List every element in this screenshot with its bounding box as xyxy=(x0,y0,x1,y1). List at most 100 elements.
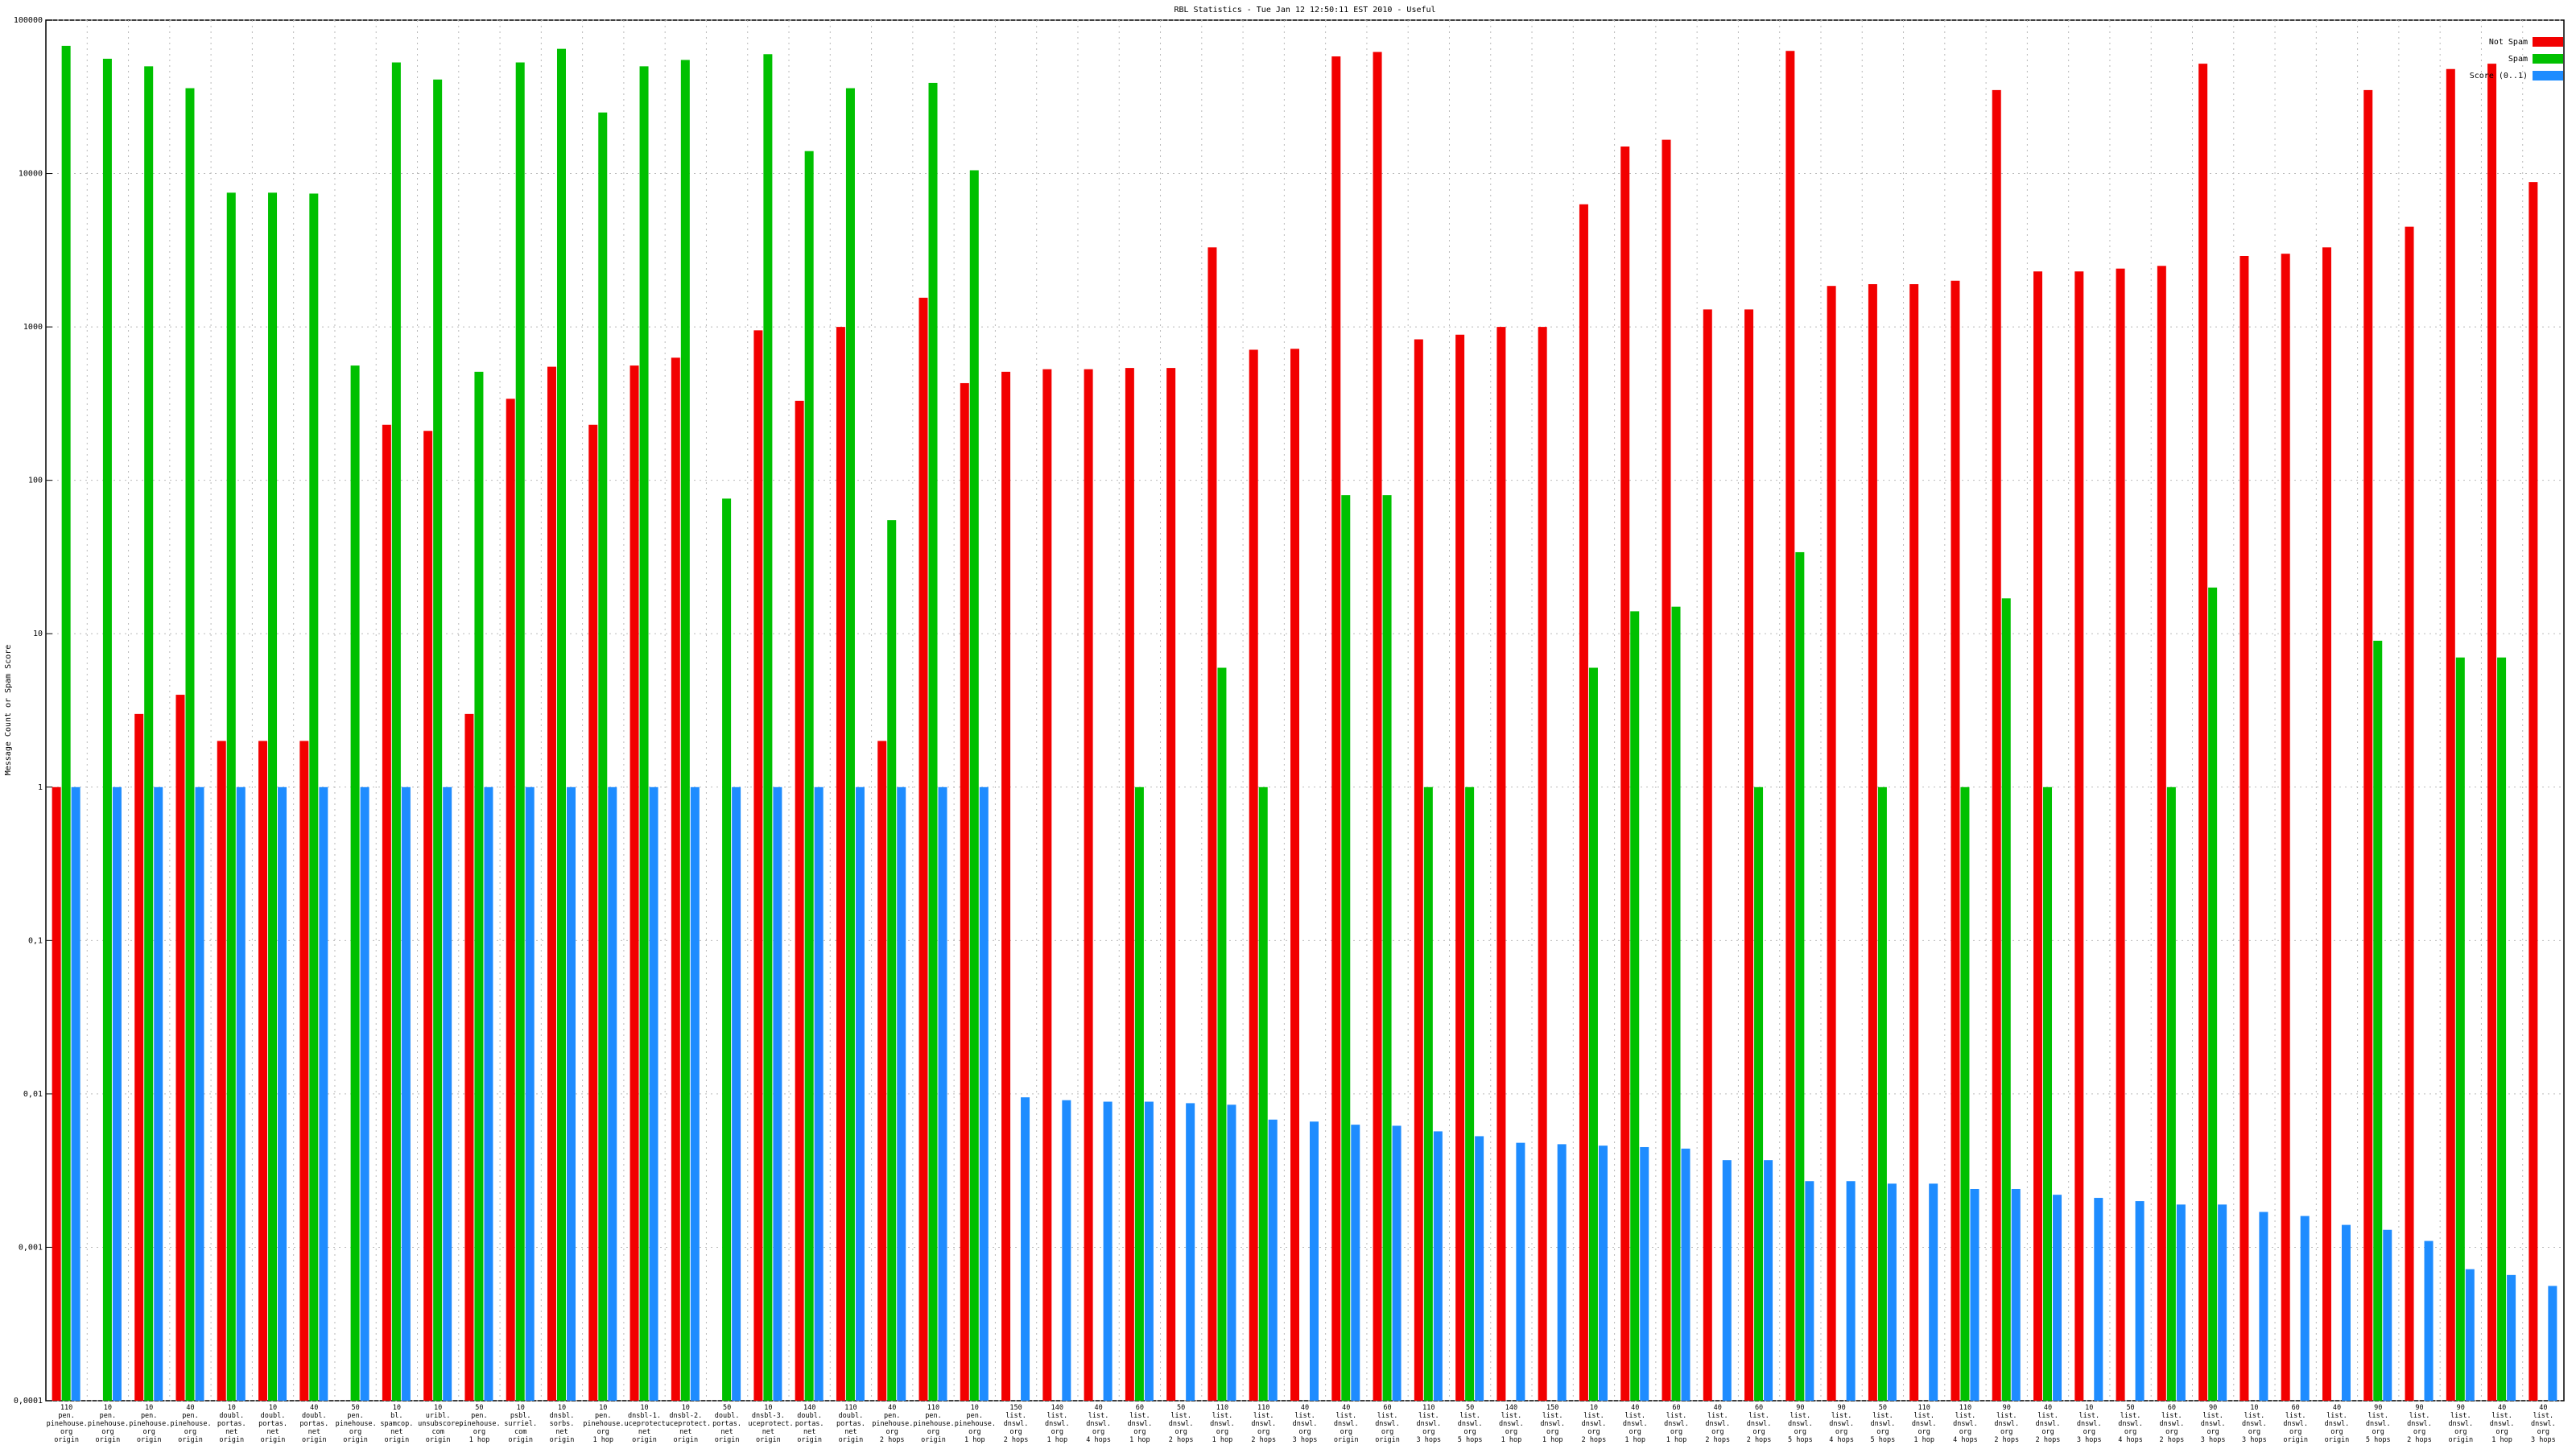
bar xyxy=(1373,52,1382,1401)
bar xyxy=(671,357,680,1401)
bar xyxy=(763,54,773,1401)
bar xyxy=(112,786,122,1401)
bar xyxy=(391,62,401,1401)
x-tick-label: 110 list. dnswl. org 1 hop xyxy=(1210,1404,1235,1444)
x-tick-label: 110 list. dnswl. org 2 hops xyxy=(1251,1404,1277,1444)
y-tick-label: 10000 xyxy=(19,170,43,179)
x-tick-label: 50 doubl. portas. net origin xyxy=(712,1404,741,1444)
bar xyxy=(753,330,763,1402)
x-tick-label: 110 pen. pinehouse. org origin xyxy=(913,1404,955,1444)
bar xyxy=(1951,280,1960,1401)
x-tick-label: 150 list. dnswl. org 1 hop xyxy=(1540,1404,1566,1444)
x-tick-label: 110 list. dnswl. org 4 hops xyxy=(1953,1404,1978,1444)
bar xyxy=(1341,495,1351,1401)
bar xyxy=(1620,147,1630,1402)
bar xyxy=(1258,786,1268,1401)
bar xyxy=(1579,204,1588,1401)
bar xyxy=(1423,786,1433,1401)
bar xyxy=(1042,369,1052,1402)
bar xyxy=(2218,1204,2227,1401)
bar xyxy=(877,741,887,1401)
bar xyxy=(1960,786,1970,1401)
bar xyxy=(319,786,328,1401)
bar xyxy=(1662,139,1671,1401)
bar xyxy=(1227,1104,1236,1401)
bar xyxy=(1681,1148,1690,1401)
x-tick-label: 90 list. dnswl. org 3 hops xyxy=(2200,1404,2226,1444)
bar xyxy=(1992,89,2001,1401)
bar xyxy=(1465,786,1475,1401)
bar xyxy=(919,297,928,1402)
bar xyxy=(515,62,525,1401)
bar xyxy=(2011,1188,2021,1401)
bar xyxy=(2157,266,2166,1401)
bar xyxy=(547,366,556,1402)
bar xyxy=(433,79,443,1402)
bar xyxy=(1588,667,1598,1401)
bar xyxy=(773,786,782,1401)
x-tick-label: 40 list. dnswl. org 3 hops xyxy=(1292,1404,1318,1444)
bar xyxy=(268,192,278,1402)
bar xyxy=(1722,1160,1732,1401)
bar xyxy=(598,112,608,1402)
x-tick-label: 140 list. dnswl. org 1 hop xyxy=(1044,1404,1070,1444)
x-tick-label: 110 doubl. portas. net origin xyxy=(836,1404,865,1444)
bar xyxy=(525,786,535,1401)
x-tick-label: 40 list. dnswl. org 2 hops xyxy=(1705,1404,1731,1444)
y-tick-label: 0,1 xyxy=(28,936,43,945)
bar xyxy=(1785,51,1795,1401)
x-tick-label: 40 list. dnswl. org origin xyxy=(1333,1404,1359,1444)
bar xyxy=(2033,271,2043,1401)
x-tick-label: 10 pen. pinehouse. org origin xyxy=(87,1404,130,1444)
bar xyxy=(1186,1103,1195,1401)
bar xyxy=(2176,1204,2186,1401)
bar xyxy=(795,400,804,1401)
bar xyxy=(236,786,246,1401)
bar xyxy=(1103,1101,1113,1401)
x-tick-label: 90 list. dnswl. org 2 hops xyxy=(1994,1404,2020,1444)
bar xyxy=(887,520,897,1401)
bar xyxy=(1877,786,1887,1401)
bar xyxy=(1805,1181,1814,1401)
bar xyxy=(423,431,433,1401)
bar xyxy=(217,741,226,1401)
bar xyxy=(630,365,639,1402)
bar xyxy=(309,193,319,1402)
y-tick-label: 100000 xyxy=(14,16,43,25)
x-tick-label: 40 list. dnswl. org 3 hops xyxy=(2531,1404,2556,1444)
bar xyxy=(1744,309,1754,1401)
bar xyxy=(1868,283,1877,1402)
bar xyxy=(2001,598,2011,1401)
legend-swatch xyxy=(2533,71,2563,80)
bar xyxy=(2497,657,2507,1401)
bar xyxy=(1217,667,1227,1401)
bar xyxy=(1310,1121,1319,1401)
bar xyxy=(690,786,700,1401)
x-tick-label: 10 uribl. unsubscore. com origin xyxy=(418,1404,464,1444)
x-tick-label: 50 list. dnswl. org 5 hops xyxy=(1457,1404,1483,1444)
x-tick-label: 60 list. dnswl. org 2 hops xyxy=(1746,1404,1772,1444)
bar xyxy=(2166,786,2176,1401)
bar xyxy=(938,786,947,1401)
bar xyxy=(556,48,566,1402)
bar xyxy=(2198,64,2208,1401)
bar xyxy=(1433,1131,1443,1401)
bar xyxy=(2259,1212,2268,1401)
y-tick-label: 0,01 xyxy=(23,1090,43,1099)
x-tick-label: 10 dnsbl-2. uceprotect. net origin xyxy=(665,1404,712,1444)
x-tick-label: 40 list. dnswl. org 1 hop xyxy=(2489,1404,2515,1444)
bar xyxy=(2487,64,2497,1401)
bar xyxy=(484,786,493,1401)
bar xyxy=(2053,1195,2062,1401)
x-tick-label: 10 pen. pinehouse. org 1 hop xyxy=(583,1404,625,1444)
bar xyxy=(1598,1146,1608,1401)
x-tick-label: 60 list. dnswl. org 1 hop xyxy=(1664,1404,1689,1444)
bar xyxy=(2094,1198,2103,1401)
bar xyxy=(2300,1216,2310,1401)
bar xyxy=(1640,1146,1649,1401)
y-tick-label: 1 xyxy=(38,783,43,792)
x-tick-label: 10 pen. pinehouse. org 1 hop xyxy=(954,1404,996,1444)
bar xyxy=(1001,371,1011,1402)
x-tick-label: 40 list. dnswl. org 1 hop xyxy=(1622,1404,1648,1444)
